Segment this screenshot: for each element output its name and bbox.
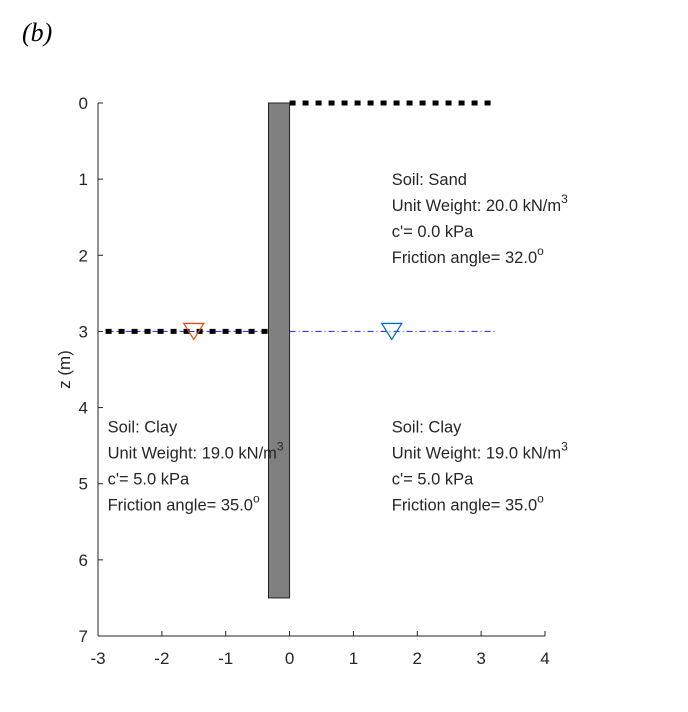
x-tick-label: 1 bbox=[349, 649, 358, 668]
soil-annotation-line: Soil: Sand bbox=[392, 171, 467, 189]
x-tick-label: 4 bbox=[540, 649, 549, 668]
soil-annotation-line: Soil: Clay bbox=[108, 419, 178, 437]
x-tick-label: 0 bbox=[285, 649, 294, 668]
soil-annotation-line: Unit Weight: 19.0 kN/m3 bbox=[108, 440, 284, 463]
y-tick-label: 4 bbox=[79, 399, 88, 418]
sheet-pile-wall bbox=[267, 102, 291, 599]
y-axis-label: z (m) bbox=[55, 350, 74, 389]
x-tick-label: -3 bbox=[90, 649, 105, 668]
soil-annotation-line: Soil: Clay bbox=[392, 419, 462, 437]
soil-annotation-line: Unit Weight: 19.0 kN/m3 bbox=[392, 440, 568, 463]
water-level-marker-icon bbox=[380, 322, 403, 341]
soil-annotation-line: Unit Weight: 20.0 kN/m3 bbox=[392, 192, 568, 215]
soil-annotation-line: Friction angle= 35.0o bbox=[108, 492, 260, 515]
soil-annotation-line: c'= 0.0 kPa bbox=[392, 223, 474, 241]
y-tick-label: 2 bbox=[79, 246, 88, 265]
y-tick-label: 6 bbox=[79, 551, 88, 570]
x-tick-label: -2 bbox=[154, 649, 169, 668]
soil-annotation-line: Friction angle= 35.0o bbox=[392, 492, 544, 515]
y-tick-label: 1 bbox=[79, 170, 88, 189]
y-tick-label: 7 bbox=[79, 627, 88, 646]
soil-annotation-line: c'= 5.0 kPa bbox=[108, 471, 190, 489]
x-tick-label: -1 bbox=[218, 649, 233, 668]
y-tick-label: 5 bbox=[79, 475, 88, 494]
x-tick-label: 2 bbox=[413, 649, 422, 668]
water-level-marker-icon bbox=[182, 322, 205, 341]
soil-annotation-line: Friction angle= 32.0o bbox=[392, 244, 544, 267]
x-tick-label: 3 bbox=[476, 649, 485, 668]
panel-label: (b) bbox=[22, 18, 53, 47]
y-tick-label: 0 bbox=[79, 94, 88, 113]
soil-annotation-line: c'= 5.0 kPa bbox=[392, 471, 474, 489]
y-tick-label: 3 bbox=[79, 322, 88, 341]
